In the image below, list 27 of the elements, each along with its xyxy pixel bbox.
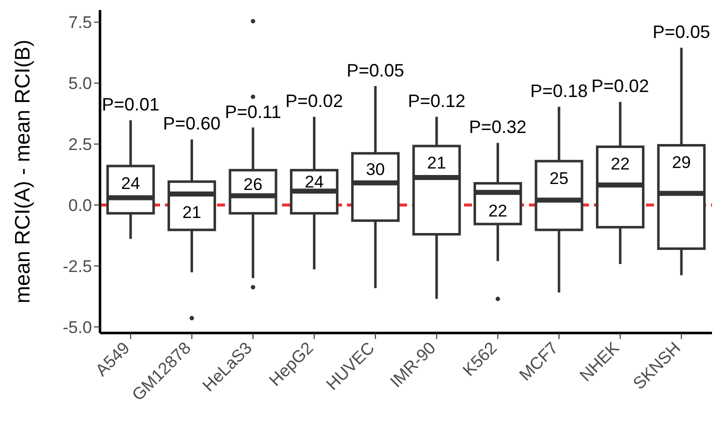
annotation: 29: [672, 153, 691, 172]
annotation: 22: [610, 154, 630, 174]
annotation: 21: [427, 154, 446, 173]
annotation: P=0.12: [408, 91, 466, 112]
annotation: 24: [121, 174, 140, 193]
annotation: P=0.02: [285, 91, 343, 112]
y-tick-label: 7.5: [68, 13, 92, 32]
annotation: P=0.32: [469, 117, 527, 138]
annotation: 22: [488, 201, 508, 220]
annotation: P=0.60: [163, 114, 221, 134]
annotation: P=0.01: [102, 94, 160, 114]
annotation: P=0.02: [591, 76, 649, 96]
y-tick-label: 0.0: [68, 196, 92, 216]
y-tick-label: 5.0: [68, 74, 92, 94]
y-tick-label: 2.5: [68, 135, 92, 154]
y-axis-title: mean RCI(A) - mean RCI(B): [11, 40, 34, 304]
annotation: 24: [304, 172, 324, 192]
annotation: 30: [366, 160, 385, 180]
annotation: 21: [182, 203, 202, 222]
annotation: P=0.05: [652, 22, 710, 42]
annotation: P=0.05: [346, 60, 404, 80]
y-tick-label: -5.0: [62, 318, 92, 337]
annotation: P=0.11: [224, 102, 282, 122]
annotation: 26: [244, 174, 262, 194]
annotation: 25: [550, 169, 568, 188]
y-tick-label: -2.5: [62, 256, 92, 276]
annotation: P=0.18: [530, 81, 588, 102]
